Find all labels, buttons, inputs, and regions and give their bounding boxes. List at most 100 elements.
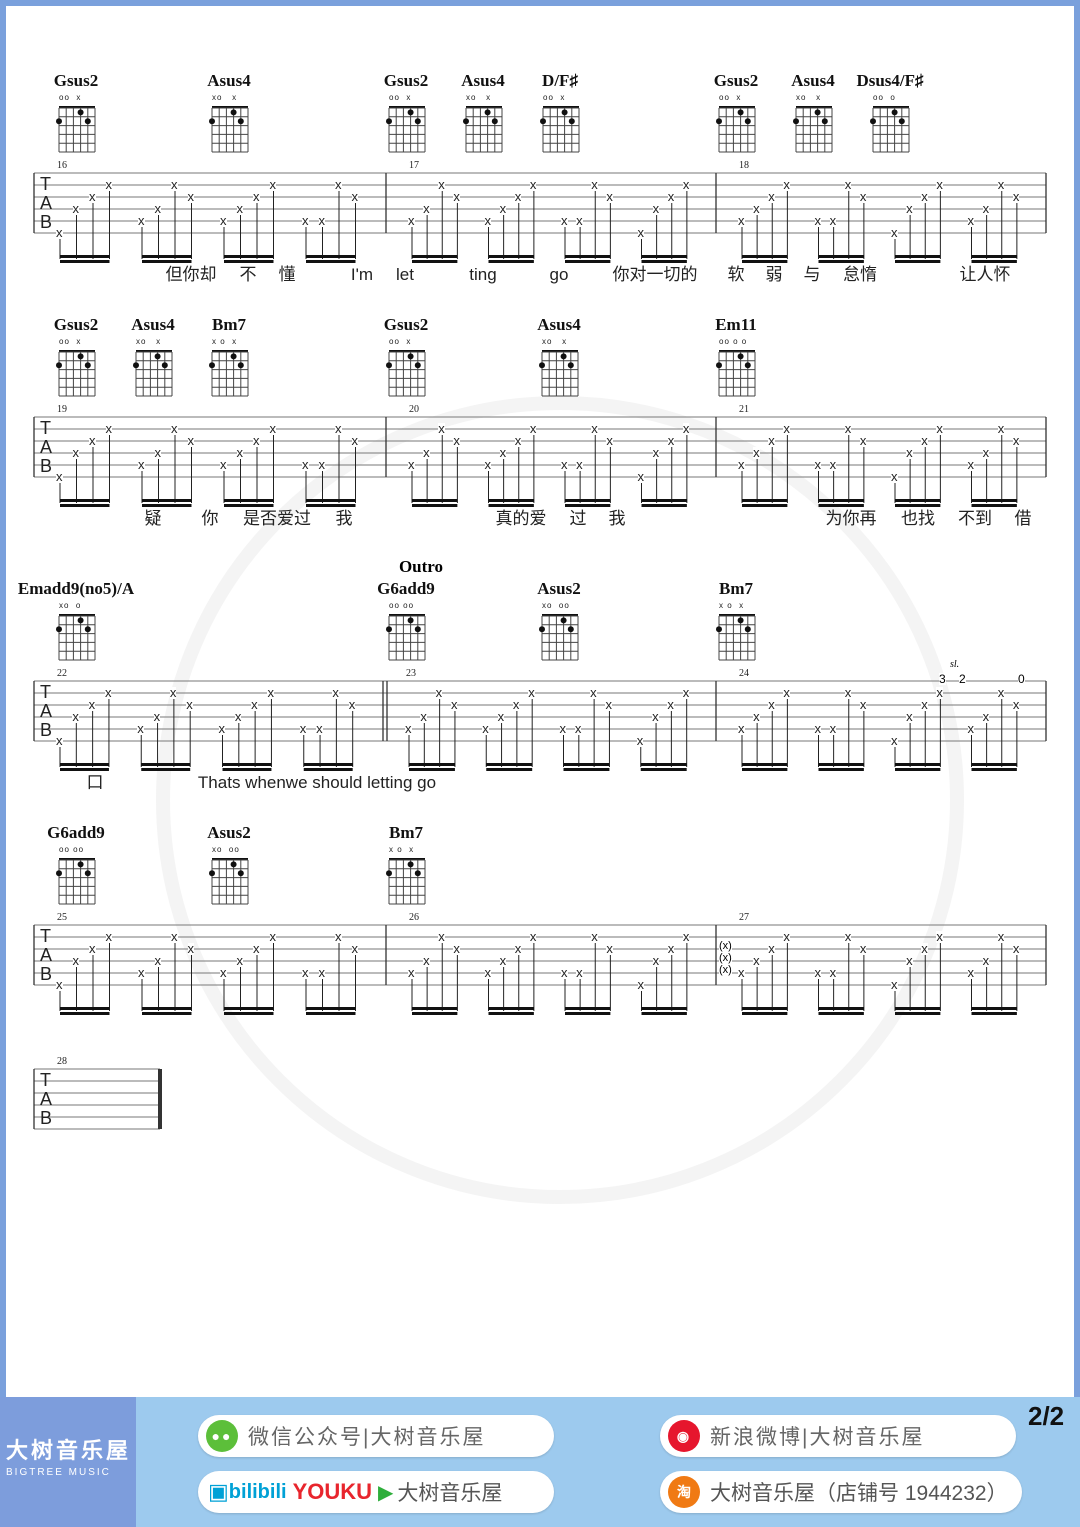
tab-note: x <box>591 177 598 192</box>
tab-note: x <box>591 421 598 436</box>
finger-dot <box>84 626 91 633</box>
tab-note: x <box>251 697 258 712</box>
lyric: go <box>549 265 569 284</box>
tab-note: x <box>220 213 227 228</box>
beam <box>895 763 941 766</box>
beam <box>818 499 864 502</box>
beam <box>563 763 610 766</box>
tab-note: x <box>936 929 943 944</box>
tab-note: x <box>72 953 79 968</box>
beam <box>818 1007 864 1010</box>
chord-open-mute-marks: oo o o <box>719 337 748 346</box>
weibo-link[interactable]: ◉ 新浪微博|大树音乐屋 <box>660 1415 1016 1457</box>
tab-note: x <box>105 929 112 944</box>
tab-note: x <box>921 941 928 956</box>
beam <box>222 768 272 771</box>
lyric: 真的爱 <box>495 509 547 528</box>
tab-note: x <box>89 433 96 448</box>
brand-cn: 大树音乐屋 <box>6 1438 132 1463</box>
chord-open-mute-marks: xo o <box>59 601 82 610</box>
tab-note: x <box>982 445 990 460</box>
beam <box>488 255 534 258</box>
tab-note: x <box>484 457 491 472</box>
tab-note: x <box>423 201 430 216</box>
tab-clef-letter: A <box>40 945 53 965</box>
lyric: 你 <box>201 509 219 528</box>
tab-note: x <box>667 433 675 448</box>
taobao-label: 大树音乐屋（店铺号 1944232） <box>710 1482 1008 1505</box>
tab-note: x <box>844 421 852 436</box>
tab-note: x <box>499 201 507 216</box>
finger-dot <box>84 362 91 369</box>
chord-diagram <box>56 614 96 661</box>
finger-dot <box>407 109 414 116</box>
tab-clef-letter: B <box>40 456 53 476</box>
muted-note: (x) <box>719 940 732 952</box>
beam <box>895 499 941 502</box>
tab-staves <box>33 106 1047 1130</box>
chord-diagram <box>386 614 426 661</box>
chord-diagram <box>463 106 503 153</box>
finger-dot <box>56 870 62 877</box>
tab-note: x <box>236 201 243 216</box>
tab-system <box>33 172 1047 263</box>
finger-dot <box>209 118 215 125</box>
tab-note: x <box>348 697 356 712</box>
measure-number: 16 <box>57 160 67 171</box>
tab-note: x <box>529 421 537 436</box>
chord-name: Bm7 <box>719 579 753 598</box>
chord-diagram <box>56 858 96 905</box>
fret-number: 3 <box>939 672 946 686</box>
finger-dot <box>744 118 751 125</box>
lyric: 疑 <box>144 509 162 528</box>
beam <box>742 504 788 507</box>
tab-note: x <box>682 685 690 700</box>
lyric: 但你却 <box>165 265 217 284</box>
chord-diagram <box>209 106 249 153</box>
beam <box>641 1007 687 1010</box>
tab-note: x <box>405 721 412 736</box>
tab-note: x <box>829 457 837 472</box>
tab-note: x <box>154 953 161 968</box>
chord-diagram <box>539 614 579 661</box>
tab-note: x <box>768 697 775 712</box>
chord-name: Asus2 <box>537 579 581 598</box>
beam <box>141 768 191 771</box>
tab-note: x <box>891 733 898 748</box>
beam <box>818 768 864 771</box>
wechat-link[interactable]: ●● 微信公众号|大树音乐屋 <box>198 1415 554 1457</box>
beam <box>412 1007 458 1010</box>
beam <box>641 499 687 502</box>
finger-dot <box>84 870 91 877</box>
taobao-link[interactable]: 淘 大树音乐屋（店铺号 1944232） <box>660 1471 1022 1513</box>
video-links[interactable]: ▣ bilibili YOUKU ▶ 大树音乐屋 <box>198 1471 554 1513</box>
lyric: 是否爱过 <box>243 509 311 528</box>
tab-note: x <box>1012 433 1020 448</box>
tab-clef-letter: A <box>40 437 53 457</box>
finger-dot <box>484 109 491 116</box>
muted-note: (x) <box>719 952 732 964</box>
tab-note: x <box>606 189 613 204</box>
tab-note: x <box>844 177 852 192</box>
finger-dot <box>230 109 237 116</box>
wechat-label: 微信公众号|大树音乐屋 <box>248 1426 486 1449</box>
tab-note: x <box>171 421 178 436</box>
tab-note: x <box>72 709 79 724</box>
beam <box>895 768 941 771</box>
lyric: 过 <box>569 509 587 528</box>
tab-note: x <box>56 733 63 748</box>
tab-note: x <box>529 177 537 192</box>
beam <box>895 260 941 263</box>
beam <box>742 499 788 502</box>
tab-system <box>33 1068 162 1130</box>
beam <box>224 504 274 507</box>
chord-name: Gsus2 <box>383 71 429 90</box>
beam <box>409 768 455 771</box>
bilibili-label: bilibili <box>228 1480 287 1503</box>
beam <box>142 255 192 258</box>
finger-dot <box>567 362 574 369</box>
beam <box>971 763 1017 766</box>
video-channel-label: 大树音乐屋 <box>397 1482 503 1505</box>
measure-number: 25 <box>57 912 67 923</box>
beam <box>303 768 353 771</box>
